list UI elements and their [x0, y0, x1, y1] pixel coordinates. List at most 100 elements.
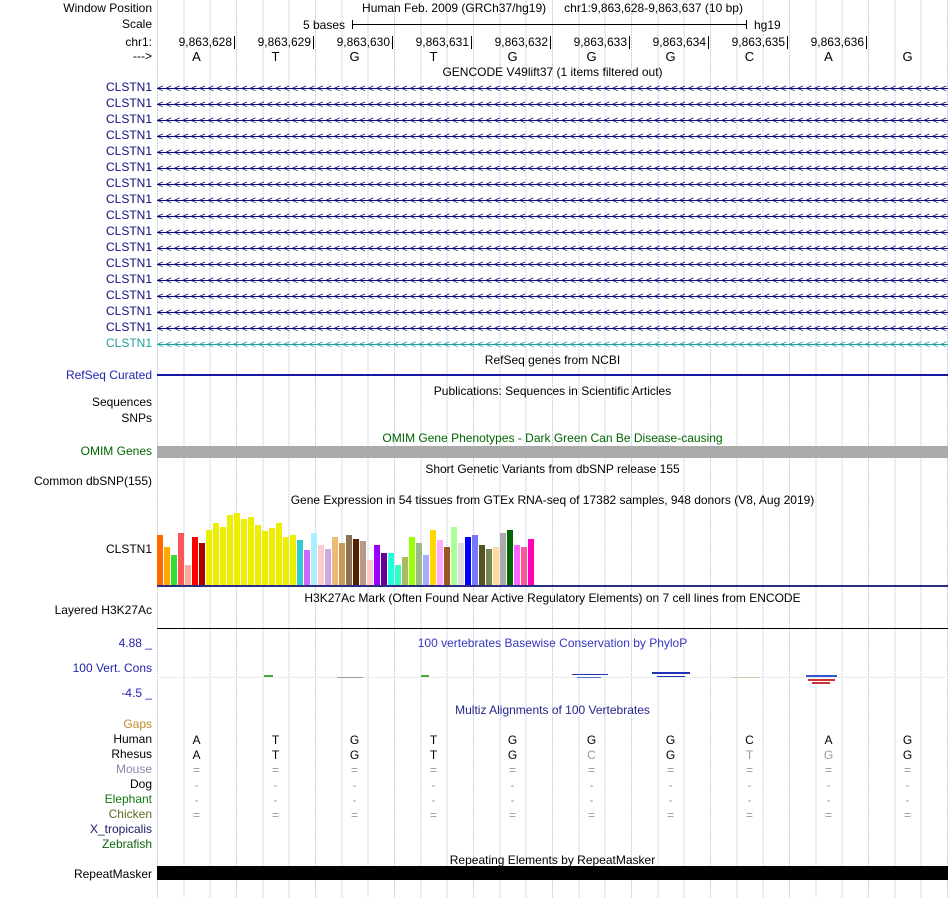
gtex-tissue-bar[interactable]	[192, 537, 198, 585]
gencode-transcript-row[interactable]: <<<<<<<<<<<<<<<<<<<<<<<<<<<<<<<<<<<<<<<<…	[157, 291, 948, 303]
gtex-tissue-bar[interactable]	[213, 523, 219, 585]
track-label-species-rhesus[interactable]: Rhesus	[111, 747, 152, 761]
track-label-gencode-transcript[interactable]: CLSTN1	[105, 192, 152, 206]
gtex-tissue-bar[interactable]	[437, 540, 443, 585]
track-label-gencode-transcript[interactable]: CLSTN1	[105, 240, 152, 254]
track-label-snps[interactable]: SNPs	[121, 411, 152, 425]
gencode-transcript-row[interactable]: <<<<<<<<<<<<<<<<<<<<<<<<<<<<<<<<<<<<<<<<…	[157, 83, 948, 95]
track-label-gencode-transcript[interactable]: CLSTN1	[105, 208, 152, 222]
track-label-gencode-transcript[interactable]: CLSTN1	[105, 320, 152, 334]
gtex-tissue-bar[interactable]	[311, 533, 317, 585]
multiz-row-dog[interactable]: ----------	[157, 778, 948, 793]
gtex-tissue-bar[interactable]	[332, 537, 338, 585]
gtex-tissue-bar[interactable]	[325, 549, 331, 585]
gencode-transcript-row[interactable]: <<<<<<<<<<<<<<<<<<<<<<<<<<<<<<<<<<<<<<<<…	[157, 323, 948, 335]
strand-arrow-label[interactable]: --->	[133, 49, 152, 63]
omim-gene-item[interactable]	[157, 446, 948, 458]
gtex-tissue-bar[interactable]	[381, 553, 387, 585]
gencode-transcript-row[interactable]: <<<<<<<<<<<<<<<<<<<<<<<<<<<<<<<<<<<<<<<<…	[157, 227, 948, 239]
gtex-tissue-bar[interactable]	[507, 530, 513, 585]
track-label-gencode-transcript[interactable]: CLSTN1	[105, 96, 152, 110]
track-label-gencode-transcript[interactable]: CLSTN1	[105, 256, 152, 270]
gtex-tissue-bar[interactable]	[367, 560, 373, 585]
track-label-gencode-transcript[interactable]: CLSTN1	[105, 336, 152, 350]
gtex-tissue-bar[interactable]	[353, 539, 359, 585]
gencode-transcript-row[interactable]: <<<<<<<<<<<<<<<<<<<<<<<<<<<<<<<<<<<<<<<<…	[157, 99, 948, 111]
track-label-species-mouse[interactable]: Mouse	[115, 762, 152, 776]
gencode-transcript-row[interactable]: <<<<<<<<<<<<<<<<<<<<<<<<<<<<<<<<<<<<<<<<…	[157, 243, 948, 255]
track-label-gencode-transcript[interactable]: CLSTN1	[105, 80, 152, 94]
gtex-tissue-bar[interactable]	[157, 535, 163, 585]
gtex-tissue-bar[interactable]	[402, 557, 408, 585]
gencode-transcript-row[interactable]: <<<<<<<<<<<<<<<<<<<<<<<<<<<<<<<<<<<<<<<<…	[157, 195, 948, 207]
track-label-gencode-transcript[interactable]: CLSTN1	[105, 176, 152, 190]
gtex-tissue-bar[interactable]	[185, 565, 191, 585]
gencode-transcript-row[interactable]: <<<<<<<<<<<<<<<<<<<<<<<<<<<<<<<<<<<<<<<<…	[157, 275, 948, 287]
track-label-refseq-curated[interactable]: RefSeq Curated	[65, 368, 152, 382]
multiz-row-gaps[interactable]	[157, 718, 948, 733]
track-label-gencode-transcript[interactable]: CLSTN1	[105, 112, 152, 126]
repeatmasker-item[interactable]	[157, 866, 948, 880]
track-label-sequences[interactable]: Sequences	[91, 395, 152, 409]
gencode-transcript-row[interactable]: <<<<<<<<<<<<<<<<<<<<<<<<<<<<<<<<<<<<<<<<…	[157, 115, 948, 127]
gtex-tissue-bar[interactable]	[234, 513, 240, 585]
track-label-common-dbsnp[interactable]: Common dbSNP(155)	[33, 474, 152, 488]
track-label-gencode-transcript[interactable]: CLSTN1	[105, 128, 152, 142]
gtex-tissue-bar[interactable]	[493, 547, 499, 585]
gtex-tissue-bar[interactable]	[199, 543, 205, 585]
gtex-tissue-bar[interactable]	[339, 543, 345, 585]
gtex-tissue-bar[interactable]	[374, 545, 380, 585]
track-label-gencode-transcript[interactable]: CLSTN1	[105, 144, 152, 158]
gtex-tissue-bar[interactable]	[283, 537, 289, 585]
multiz-row-x_tropicalis[interactable]	[157, 823, 948, 838]
gtex-tissue-bar[interactable]	[276, 523, 282, 585]
gtex-tissue-bar[interactable]	[486, 549, 492, 585]
multiz-row-chicken[interactable]: = = = = = = = = = =	[157, 808, 948, 823]
track-label-gencode-transcript[interactable]: CLSTN1	[105, 224, 152, 238]
gencode-transcript-row[interactable]: <<<<<<<<<<<<<<<<<<<<<<<<<<<<<<<<<<<<<<<<…	[157, 147, 948, 159]
gtex-tissue-bar[interactable]	[528, 539, 534, 585]
gtex-tissue-bar[interactable]	[227, 515, 233, 585]
track-label-gtex-gene[interactable]: CLSTN1	[105, 542, 152, 556]
gtex-tissue-bar[interactable]	[451, 527, 457, 585]
gencode-transcript-row[interactable]: <<<<<<<<<<<<<<<<<<<<<<<<<<<<<<<<<<<<<<<<…	[157, 179, 948, 191]
multiz-row-zebrafish[interactable]	[157, 838, 948, 853]
gtex-tissue-bar[interactable]	[220, 527, 226, 585]
gencode-transcript-row[interactable]: <<<<<<<<<<<<<<<<<<<<<<<<<<<<<<<<<<<<<<<<…	[157, 211, 948, 223]
track-label-gencode-transcript[interactable]: CLSTN1	[105, 304, 152, 318]
gtex-tissue-bar[interactable]	[423, 555, 429, 585]
gtex-tissue-bar[interactable]	[479, 545, 485, 585]
gencode-transcript-row[interactable]: <<<<<<<<<<<<<<<<<<<<<<<<<<<<<<<<<<<<<<<<…	[157, 339, 948, 351]
multiz-row-elephant[interactable]: ----------	[157, 793, 948, 808]
track-label-layered-h3k27ac[interactable]: Layered H3K27Ac	[54, 603, 152, 617]
gtex-tissue-bar[interactable]	[514, 545, 520, 585]
gtex-tissue-bar[interactable]	[171, 555, 177, 585]
coordinate-ruler[interactable]: 9,863,628 9,863,629 9,863,630 9,863,631 9,86…	[157, 36, 948, 49]
gtex-tissue-bar[interactable]	[472, 535, 478, 585]
gtex-tissue-bar[interactable]	[248, 517, 254, 585]
track-label-species-chicken[interactable]: Chicken	[108, 807, 152, 821]
gtex-tissue-bar[interactable]	[500, 533, 506, 585]
gtex-tissue-bar[interactable]	[178, 533, 184, 585]
track-label-species-human[interactable]: Human	[113, 732, 152, 746]
gtex-tissue-bar[interactable]	[262, 531, 268, 585]
gtex-bar-chart[interactable]	[157, 510, 948, 585]
track-label-gencode-transcript[interactable]: CLSTN1	[105, 160, 152, 174]
gtex-tissue-bar[interactable]	[465, 537, 471, 585]
gtex-tissue-bar[interactable]	[458, 543, 464, 585]
gencode-transcript-row[interactable]: <<<<<<<<<<<<<<<<<<<<<<<<<<<<<<<<<<<<<<<<…	[157, 131, 948, 143]
gtex-tissue-bar[interactable]	[409, 537, 415, 585]
gtex-tissue-bar[interactable]	[164, 547, 170, 585]
refseq-curated-item[interactable]	[157, 374, 948, 376]
gtex-tissue-bar[interactable]	[430, 530, 436, 585]
gtex-tissue-bar[interactable]	[388, 553, 394, 585]
gtex-gene-model-line[interactable]	[157, 585, 948, 587]
track-label-gencode-transcript[interactable]: CLSTN1	[105, 288, 152, 302]
gtex-tissue-bar[interactable]	[521, 547, 527, 585]
gtex-tissue-bar[interactable]	[206, 530, 212, 585]
gtex-tissue-bar[interactable]	[318, 545, 324, 585]
track-label-species-x_tropicalis[interactable]: X_tropicalis	[89, 822, 152, 836]
gtex-tissue-bar[interactable]	[297, 540, 303, 585]
